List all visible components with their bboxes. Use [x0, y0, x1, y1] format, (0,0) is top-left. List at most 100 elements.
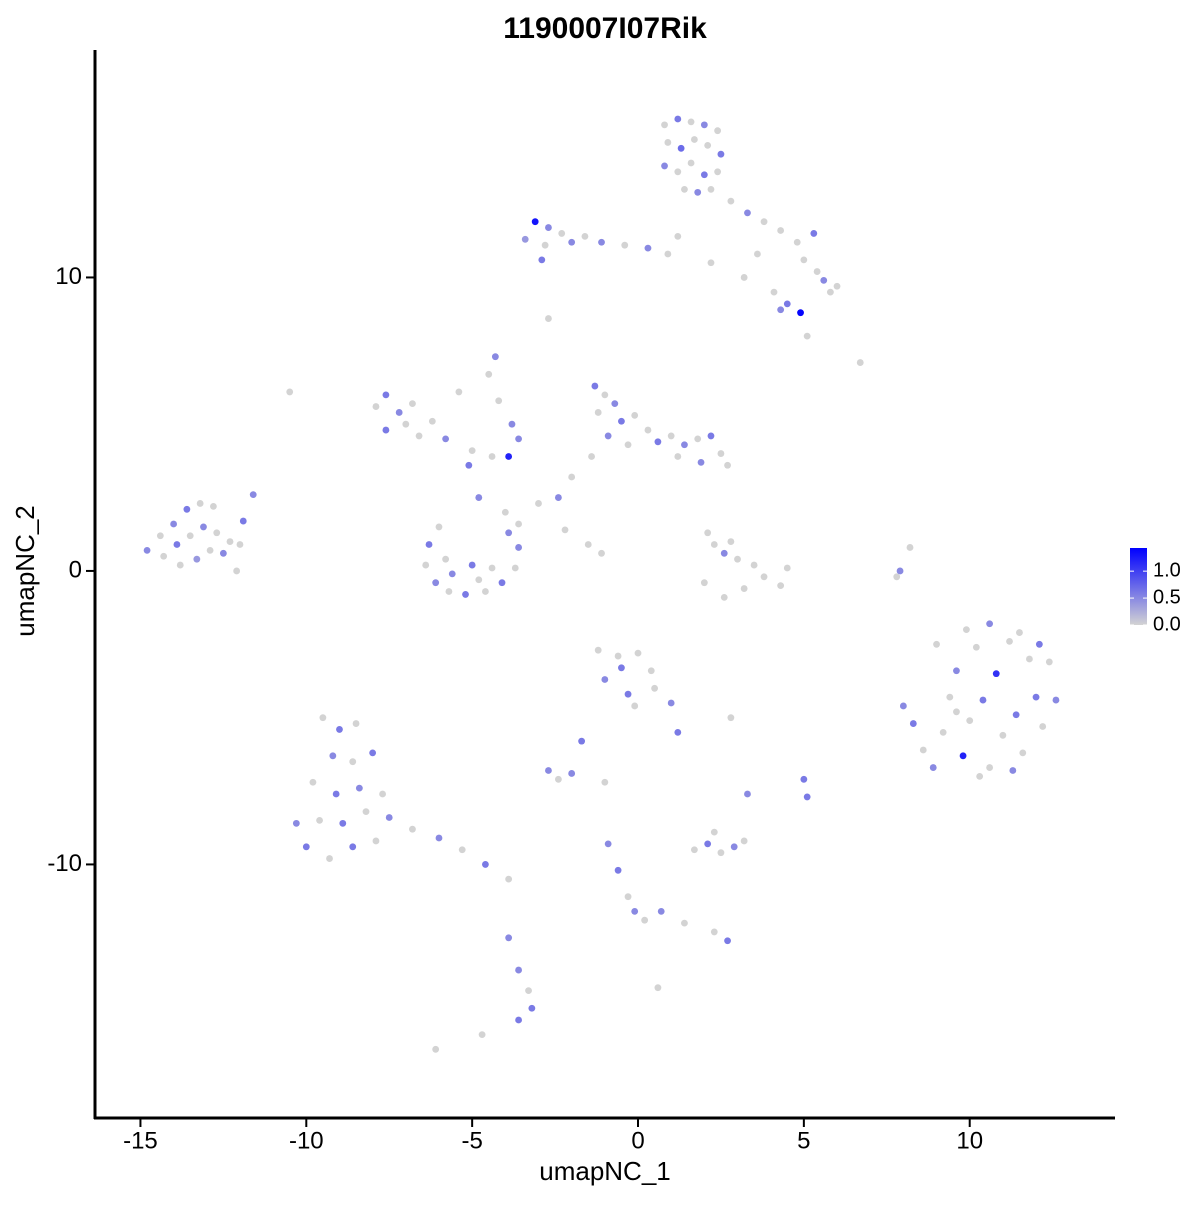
point	[302, 843, 310, 851]
point	[425, 541, 433, 548]
point	[369, 749, 377, 757]
point	[614, 652, 622, 660]
point	[226, 538, 234, 545]
x-tick-label: 0	[631, 1127, 644, 1154]
point	[803, 332, 811, 340]
color-bar	[1130, 548, 1147, 625]
point	[966, 717, 974, 725]
point	[339, 819, 347, 827]
point	[707, 259, 715, 267]
point	[528, 1004, 536, 1012]
point	[979, 696, 987, 704]
point	[475, 494, 483, 501]
point	[710, 928, 718, 936]
point	[700, 171, 708, 179]
point	[488, 564, 496, 572]
point	[681, 441, 688, 449]
point	[156, 532, 164, 540]
point	[727, 197, 735, 205]
point	[495, 397, 503, 405]
point	[694, 435, 702, 443]
point	[445, 588, 453, 595]
point	[554, 775, 562, 783]
point	[462, 591, 469, 598]
point	[568, 238, 576, 246]
point	[382, 426, 390, 434]
point	[661, 121, 668, 129]
point	[329, 752, 337, 760]
point	[286, 388, 294, 396]
point	[664, 250, 672, 258]
point	[777, 582, 785, 590]
point	[505, 453, 513, 460]
point	[800, 256, 808, 264]
point	[939, 728, 947, 736]
point	[657, 907, 665, 915]
point	[740, 274, 748, 281]
point	[777, 227, 785, 234]
point	[740, 585, 748, 592]
point	[727, 538, 735, 545]
point	[1016, 629, 1023, 636]
point	[581, 232, 589, 240]
point	[535, 500, 542, 507]
point	[598, 238, 605, 246]
point	[1009, 767, 1017, 774]
point	[362, 808, 370, 815]
point	[694, 188, 702, 196]
point	[442, 555, 450, 563]
point	[667, 699, 675, 707]
point	[621, 241, 629, 249]
point	[624, 441, 632, 449]
point	[143, 546, 151, 554]
point	[803, 793, 811, 801]
point	[475, 576, 483, 584]
point	[508, 420, 516, 428]
point	[1026, 655, 1033, 663]
point	[604, 432, 612, 440]
point	[488, 453, 496, 460]
point	[717, 450, 725, 457]
x-tick-label: 5	[797, 1127, 810, 1154]
point	[929, 764, 937, 771]
point	[962, 626, 970, 634]
point	[720, 549, 728, 557]
point	[170, 520, 178, 528]
point	[372, 837, 380, 845]
point	[624, 690, 632, 698]
point	[690, 846, 698, 854]
point	[465, 461, 473, 469]
point	[760, 218, 768, 226]
point	[1045, 658, 1053, 666]
point	[750, 561, 758, 569]
point	[611, 400, 619, 408]
point	[409, 825, 416, 833]
point	[355, 784, 363, 792]
point	[176, 561, 184, 569]
point	[219, 549, 227, 557]
point	[697, 458, 705, 466]
point	[826, 288, 834, 296]
point	[734, 555, 741, 563]
point	[352, 720, 360, 727]
point	[505, 875, 513, 883]
point	[498, 579, 506, 587]
point	[578, 737, 586, 745]
point	[1012, 711, 1020, 719]
point	[206, 546, 214, 554]
point	[647, 667, 655, 675]
point	[568, 473, 576, 481]
point	[458, 846, 466, 854]
point	[332, 790, 340, 798]
point	[717, 849, 725, 857]
point	[442, 435, 450, 443]
point	[319, 714, 327, 722]
x-axis-title: umapNC_1	[539, 1156, 671, 1186]
point	[505, 934, 513, 942]
point	[972, 643, 980, 651]
point	[309, 778, 317, 786]
y-tick-label: 10	[55, 263, 82, 290]
point	[641, 916, 649, 924]
